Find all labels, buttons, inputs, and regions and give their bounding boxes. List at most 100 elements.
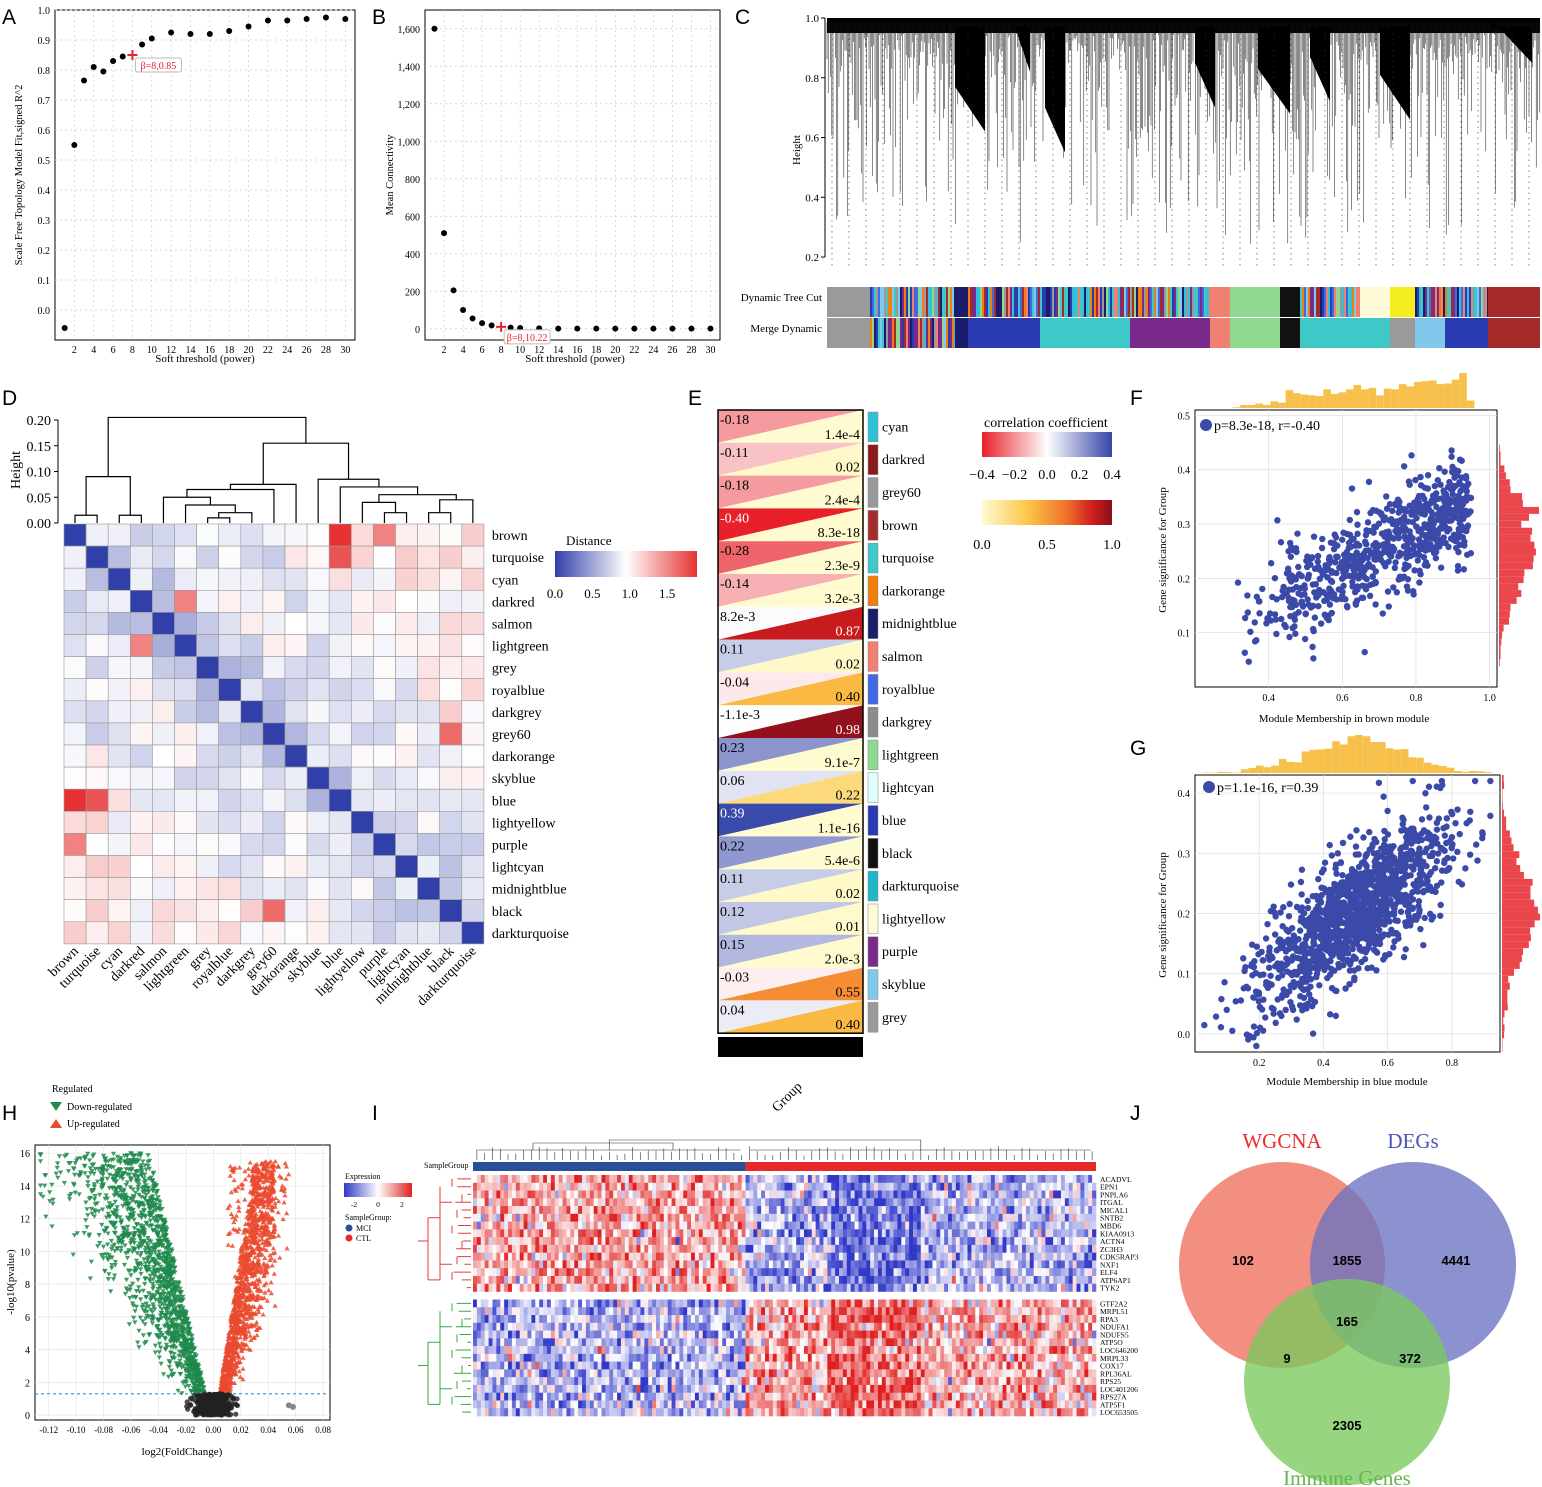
panel-g-point [1237,997,1245,1004]
panel-c-dendro-cluster [1045,26,1065,153]
panel-d-row-label: lightcyan [492,861,544,876]
panel-d-heat-cell [196,921,220,945]
panel-a-point [284,17,291,24]
panel-c-colorbar-segment [1465,287,1468,317]
panel-c-colorbar-segment [1164,287,1167,317]
panel-g-point [1335,960,1342,968]
panel-d-heat-cell [107,744,131,768]
panel-c-colorbar-segment [978,287,981,317]
panel-g-point [1383,902,1390,909]
panel-g-x-hist-bar [1400,749,1409,773]
panel-g-point [1397,854,1405,861]
panel-d-row-label: lightgreen [492,640,549,655]
panel-g-point [1278,971,1286,979]
panel-d-heat-cell [461,899,485,923]
panel-c-colorbar-segment [1192,287,1195,317]
panel-c-colorbar-segment [1451,287,1454,317]
panel-h-down-point [122,1291,128,1297]
panel-g-point [1286,956,1293,964]
panel-d-heat-cell [306,545,330,569]
panel-d-heat-cell [328,788,352,812]
panel-a-xtick-label: 20 [244,345,254,356]
panel-h-down-point [178,1371,184,1377]
panel-c-colorbar-segment [1014,287,1017,317]
panel-c-colorbar-segment [1188,287,1191,317]
panel-f-point [1414,503,1421,511]
panel-h-down-point [118,1220,124,1226]
panel-d-heat-cell [395,612,418,635]
panel-d-heat-cell [152,545,175,569]
panel-g-point [1321,957,1329,965]
panel-f-point [1460,527,1468,534]
panel-a-point [245,23,252,30]
panel-d-heat-cell [240,523,264,547]
panel-g-point [1409,905,1416,912]
panel-e-legend1-tick: −0.2 [1002,468,1027,483]
panel-c-colorbar-segment [1316,287,1319,317]
panel-g-point [1368,964,1375,971]
panel-h-down-point [86,1234,92,1239]
panel-g-point [1383,856,1390,863]
panel-d-heat-cell [130,545,153,569]
panel-f-point [1424,471,1432,479]
panel-g-point [1361,955,1369,963]
panel-a-point [187,31,194,37]
panel-g-point [1433,819,1441,827]
panel-d-dendro-link [107,416,307,477]
panel-g-point [1299,916,1307,923]
panel-d-heat-cell [196,788,220,812]
panel-f-point [1432,548,1440,556]
panel-e-module-color [867,674,879,705]
panel-g-point [1336,948,1343,955]
panel-g-point [1372,909,1379,916]
panel-f-point [1434,516,1442,523]
panel-d-heat-cell [63,634,87,657]
panel-d-row-label: royalblue [492,684,545,699]
panel-g-point [1390,944,1397,951]
panel-f-y-hist-bar [1499,527,1533,535]
panel-g-y-hist-bar [1502,968,1514,976]
panel-f-point [1364,519,1372,526]
panel-g-point [1267,972,1274,979]
panel-f-point [1303,557,1310,564]
panel-g-point [1426,814,1433,821]
panel-b-point [574,325,581,332]
panel-c-colorbar-segment [1437,287,1440,317]
panel-d-heat-cell [130,722,153,746]
panel-c-colorbar-segment [940,287,943,317]
panel-d-heat-cell [284,744,308,768]
panel-g-point [1339,919,1346,926]
panel-e-module-label: cyan [882,420,908,435]
panel-f-point [1295,609,1302,616]
panel-d-heat-cell [328,766,352,790]
panel-g-point [1322,921,1330,928]
panel-d-heat-cell [328,656,352,679]
panel-c-colorbar-segment [1182,287,1185,317]
panel-d-row-label: cyan [492,573,518,588]
panel-c-colorbar-segment [1110,287,1113,317]
panel-d-heat-cell [395,523,418,547]
panel-h-down-point [91,1182,97,1187]
panel-f-point [1274,517,1281,524]
panel-d-heat-cell [218,744,242,768]
panel-h-down-point [76,1192,82,1197]
panel-b-point [650,325,657,332]
panel-d-heat-cell [240,921,264,945]
panel-c-colorbar-segment [1178,287,1181,317]
panel-g-y-hist-bar [1502,1031,1505,1039]
panel-c-colorbar-segment [886,318,889,348]
panel-c-colorbar-segment [1060,287,1063,317]
panel-h-down-point [54,1165,60,1171]
panel-d-heat-cell [85,766,109,790]
panel-d-heat-cell [174,810,197,834]
panel-c-colorbar-segment [876,287,879,317]
panel-g-x-hist-bar [1370,742,1378,773]
panel-e-group-bar [718,1037,863,1057]
panel-f-point [1462,507,1470,515]
panel-h-down-point [151,1304,157,1310]
panel-g-point [1437,901,1444,909]
panel-f-x-hist-bar [1323,389,1331,408]
panel-d-heat-cell [107,921,131,945]
panel-f-ytick-label: 0.2 [1178,574,1191,585]
panel-g-ylabel: Gene significance for Group [1157,852,1169,978]
